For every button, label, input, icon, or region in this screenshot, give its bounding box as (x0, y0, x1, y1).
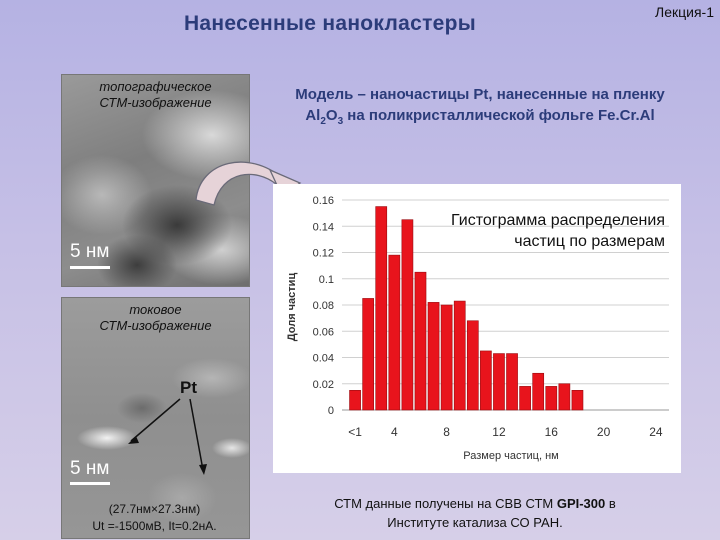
model-subscript-2: 2 (320, 116, 326, 127)
x-tick-label: 12 (492, 425, 506, 439)
slide-title: Нанесенные нанокластеры (183, 12, 477, 35)
y-tick-label: 0.12 (313, 248, 334, 260)
histogram-bar (375, 206, 388, 411)
current-scale-label: 5 нм (70, 458, 110, 479)
histogram-bar (388, 254, 401, 411)
y-tick-label: 0.16 (313, 195, 334, 207)
topo-caption-line1: топографическое (99, 79, 212, 94)
footer-line1: СТМ данные получены на СВВ СТМ GPI-300 в (300, 494, 650, 513)
current-scale-bar (70, 482, 110, 485)
x-tick-label: 8 (443, 425, 450, 439)
y-tick-label: 0.06 (313, 326, 334, 338)
model-subscript-3: 3 (337, 116, 344, 127)
y-tick-label: 0.08 (313, 300, 334, 312)
footer-line2: Институте катализа СО РАН. (387, 515, 563, 530)
y-tick-label: 0.04 (313, 353, 334, 365)
y-tick-label: 0.1 (319, 274, 334, 286)
pt-arrow-left (130, 398, 181, 442)
histogram-bar (466, 320, 479, 411)
current-caption-line2: СТМ-изображение (99, 318, 212, 333)
histogram-chart: 0 0.02 0.04 0.06 0.08 0.1 0.12 0.14 0.16 <1 4 8 12 16… (286, 195, 669, 462)
footer-part1: СТМ данные получены на СВВ СТМ (334, 496, 557, 511)
topo-caption-line2: СТМ-изображение (99, 95, 212, 110)
x-tick-label: 20 (597, 425, 611, 439)
x-tick-label: <1 (348, 425, 362, 439)
histogram-bar (401, 219, 414, 411)
pt-arrowhead-left (128, 436, 139, 444)
pt-arrow-right (189, 398, 204, 471)
y-tick-label: 0.14 (313, 221, 334, 233)
histogram-bar (571, 390, 584, 411)
topo-scale-label: 5 нм (70, 241, 110, 262)
histogram-bar (427, 302, 440, 411)
chart-title-line2: частиц по размерам (514, 233, 665, 250)
chart-bars (349, 206, 584, 411)
chart-title-line1: Гистограмма распределения (451, 212, 665, 229)
pt-arrowhead-right (199, 464, 207, 475)
x-axis-label: Размер частиц, нм (463, 450, 558, 462)
current-caption-line1: токовое (129, 302, 182, 317)
y-tick-label: 0 (328, 405, 334, 417)
connector-arrow (195, 161, 283, 206)
x-tick-label: 16 (545, 425, 559, 439)
lecture-label: Лекция-1 (655, 4, 714, 20)
histogram-bar (506, 353, 518, 411)
pt-label: Pt (180, 378, 197, 397)
current-caption: токовое СТМ-изображение (62, 302, 249, 334)
topo-caption: топографическое СТМ-изображение (62, 79, 249, 111)
histogram-bar (440, 304, 453, 411)
histogram-bar (453, 300, 466, 411)
footer-part2: в (605, 496, 616, 511)
histogram-bar (519, 386, 531, 411)
histogram-bar (362, 298, 375, 411)
current-image-params: (27.7нм×27.3нм) Ut =-1500мВ, It=0.2нА. (61, 501, 248, 535)
histogram-panel: 0 0.02 0.04 0.06 0.08 0.1 0.12 0.14 0.16 <1 4 8 12 16… (273, 184, 681, 473)
model-text-part2: на поликристаллической фольге Fe.Cr.Al (343, 107, 655, 124)
x-tick-label: 24 (649, 425, 663, 439)
histogram-bar (493, 353, 505, 411)
histogram-bar (349, 390, 361, 411)
model-text-part1: Модель – наночастицы Pt, нанесенные на п… (295, 86, 665, 124)
model-text-mid: O (325, 107, 338, 124)
y-axis-label: Доля частиц (286, 273, 298, 342)
params-line1: (27.7нм×27.3нм) (108, 502, 201, 516)
histogram-bar (558, 383, 571, 411)
footer-bold: GPI-300 (556, 496, 606, 511)
y-tick-label: 0.02 (313, 379, 334, 391)
topo-scale-bar (70, 266, 110, 269)
current-stm-image: токовое СТМ-изображение Pt 5 нм (61, 297, 250, 539)
histogram-bar (545, 386, 558, 411)
footer-note: СТМ данные получены на СВВ СТМ GPI-300 в… (300, 494, 650, 532)
histogram-bar (532, 372, 545, 411)
histogram-bar (480, 350, 492, 411)
x-tick-label: 4 (391, 425, 398, 439)
params-line2: Ut =-1500мВ, It=0.2нА. (92, 519, 217, 533)
histogram-bar (414, 271, 427, 411)
chart-ticks: 0 0.02 0.04 0.06 0.08 0.1 0.12 0.14 0.16 <1 4 8 12 16… (313, 195, 663, 439)
model-description: Модель – наночастицы Pt, нанесенные на п… (280, 84, 680, 132)
